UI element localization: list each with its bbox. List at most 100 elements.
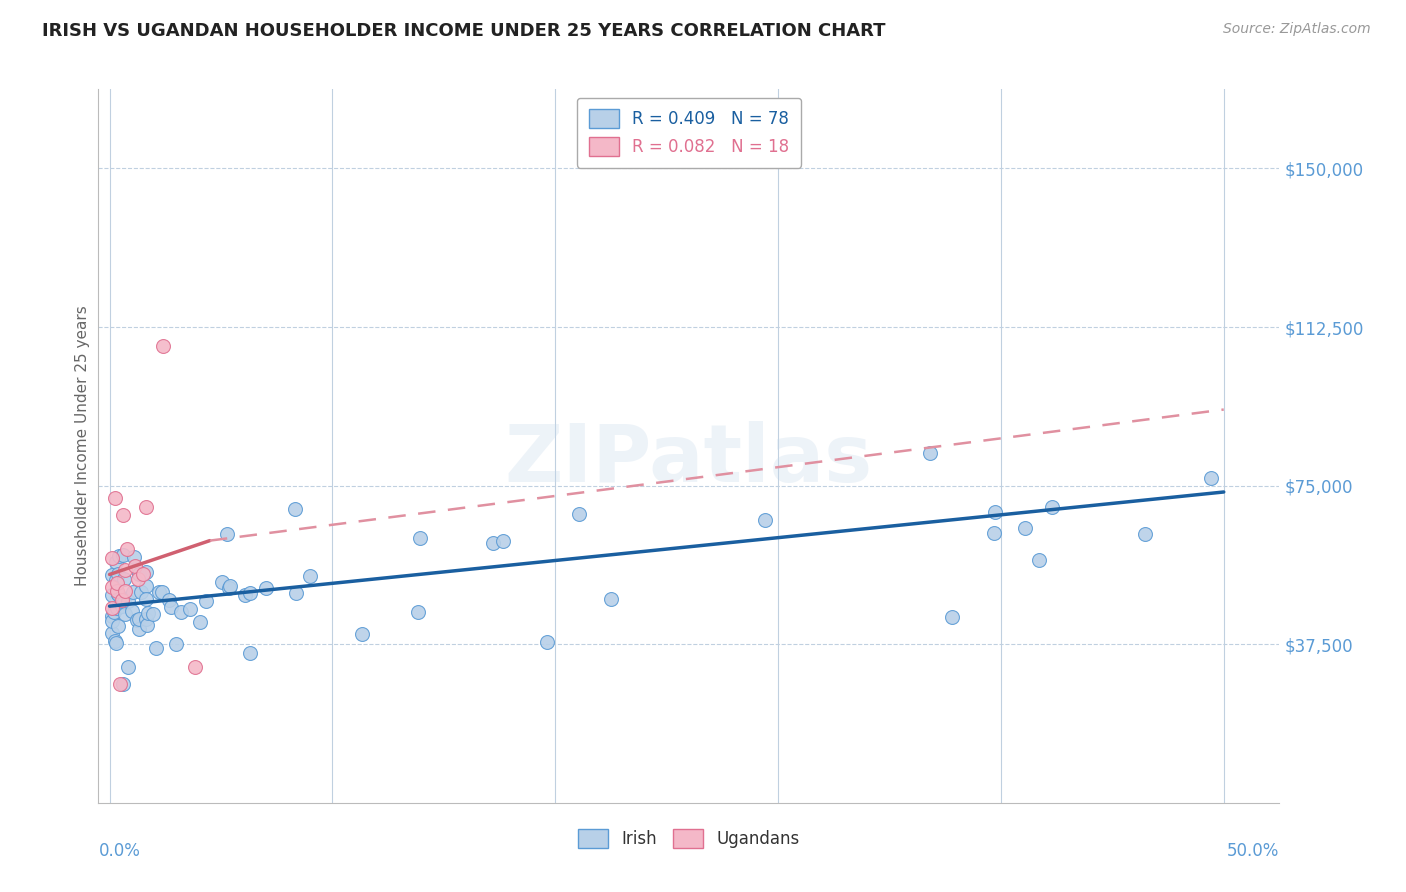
Point xyxy=(108,549,131,564)
Point xyxy=(233,588,256,602)
Point xyxy=(128,567,150,582)
Point xyxy=(101,580,124,594)
Point xyxy=(125,613,148,627)
Point xyxy=(482,536,505,550)
Point xyxy=(409,531,432,545)
Point xyxy=(183,660,205,674)
Text: IRISH VS UGANDAN HOUSEHOLDER INCOME UNDER 25 YEARS CORRELATION CHART: IRISH VS UGANDAN HOUSEHOLDER INCOME UNDE… xyxy=(42,22,886,40)
Point xyxy=(104,491,127,506)
Point xyxy=(135,565,157,579)
Point xyxy=(179,601,201,615)
Point xyxy=(754,513,776,527)
Point xyxy=(160,600,183,615)
Point xyxy=(101,601,124,615)
Point xyxy=(194,594,217,608)
Point xyxy=(132,567,155,582)
Point xyxy=(112,595,135,609)
Point xyxy=(142,607,165,621)
Point xyxy=(107,566,129,581)
Point xyxy=(218,582,240,596)
Point xyxy=(101,589,124,603)
Point xyxy=(984,505,1007,519)
Point xyxy=(1135,526,1157,541)
Point xyxy=(104,633,127,648)
Point xyxy=(112,548,135,562)
Text: ZIPatlas: ZIPatlas xyxy=(505,421,873,500)
Point xyxy=(136,617,159,632)
Point xyxy=(211,574,233,589)
Point xyxy=(150,585,173,599)
Point xyxy=(239,585,262,599)
Point xyxy=(124,559,146,574)
Point xyxy=(103,605,125,619)
Point xyxy=(135,592,157,607)
Text: 50.0%: 50.0% xyxy=(1227,842,1279,860)
Text: 0.0%: 0.0% xyxy=(98,842,141,860)
Point xyxy=(101,625,124,640)
Point xyxy=(536,635,558,649)
Point xyxy=(145,640,167,655)
Point xyxy=(1040,500,1063,515)
Point xyxy=(105,556,128,570)
Point xyxy=(284,586,307,600)
Point xyxy=(254,581,277,595)
Y-axis label: Householder Income Under 25 years: Householder Income Under 25 years xyxy=(75,306,90,586)
Point xyxy=(492,533,515,548)
Point xyxy=(568,507,591,521)
Text: Source: ZipAtlas.com: Source: ZipAtlas.com xyxy=(1223,22,1371,37)
Legend: Irish, Ugandans: Irish, Ugandans xyxy=(571,822,807,855)
Point xyxy=(284,502,307,516)
Point xyxy=(114,563,136,577)
Point xyxy=(215,527,238,541)
Point xyxy=(136,606,159,620)
Point xyxy=(219,579,242,593)
Point xyxy=(121,604,143,618)
Point xyxy=(406,605,429,619)
Point xyxy=(128,622,150,636)
Point xyxy=(117,594,139,608)
Point xyxy=(1028,553,1050,567)
Point xyxy=(112,572,135,586)
Point xyxy=(101,550,124,565)
Point xyxy=(188,615,211,630)
Point xyxy=(101,568,124,582)
Point xyxy=(110,599,132,613)
Point xyxy=(105,573,128,587)
Point xyxy=(117,660,139,674)
Point xyxy=(239,646,262,660)
Point xyxy=(1014,521,1036,535)
Point xyxy=(107,619,129,633)
Point xyxy=(148,584,170,599)
Point xyxy=(121,585,143,599)
Point xyxy=(1199,471,1222,485)
Point xyxy=(107,587,129,601)
Point xyxy=(983,526,1005,541)
Point xyxy=(114,607,136,621)
Point xyxy=(105,600,128,615)
Point xyxy=(112,677,135,691)
Point xyxy=(352,626,374,640)
Point xyxy=(918,445,941,459)
Point xyxy=(165,637,187,651)
Point xyxy=(298,569,321,583)
Point xyxy=(101,608,124,623)
Point xyxy=(135,579,157,593)
Point xyxy=(105,575,128,590)
Point xyxy=(170,605,193,619)
Point xyxy=(599,592,621,607)
Point xyxy=(111,592,134,607)
Point xyxy=(111,508,134,523)
Point xyxy=(152,339,174,353)
Point xyxy=(114,584,136,599)
Point xyxy=(941,609,963,624)
Point xyxy=(107,587,129,601)
Point xyxy=(129,585,152,599)
Point xyxy=(157,592,180,607)
Point xyxy=(115,542,138,557)
Point xyxy=(101,614,124,628)
Point xyxy=(127,572,149,586)
Point xyxy=(105,584,128,599)
Point xyxy=(110,677,132,691)
Point xyxy=(122,549,145,564)
Point xyxy=(135,500,157,514)
